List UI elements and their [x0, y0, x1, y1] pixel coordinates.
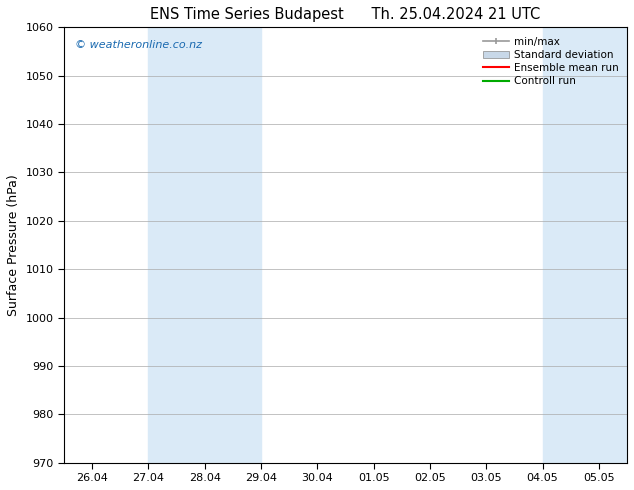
Text: © weatheronline.co.nz: © weatheronline.co.nz — [75, 40, 202, 50]
Y-axis label: Surface Pressure (hPa): Surface Pressure (hPa) — [7, 174, 20, 316]
Bar — [148, 27, 261, 463]
Legend: min/max, Standard deviation, Ensemble mean run, Controll run: min/max, Standard deviation, Ensemble me… — [483, 37, 619, 86]
Bar — [543, 27, 634, 463]
Title: ENS Time Series Budapest      Th. 25.04.2024 21 UTC: ENS Time Series Budapest Th. 25.04.2024 … — [150, 7, 541, 22]
